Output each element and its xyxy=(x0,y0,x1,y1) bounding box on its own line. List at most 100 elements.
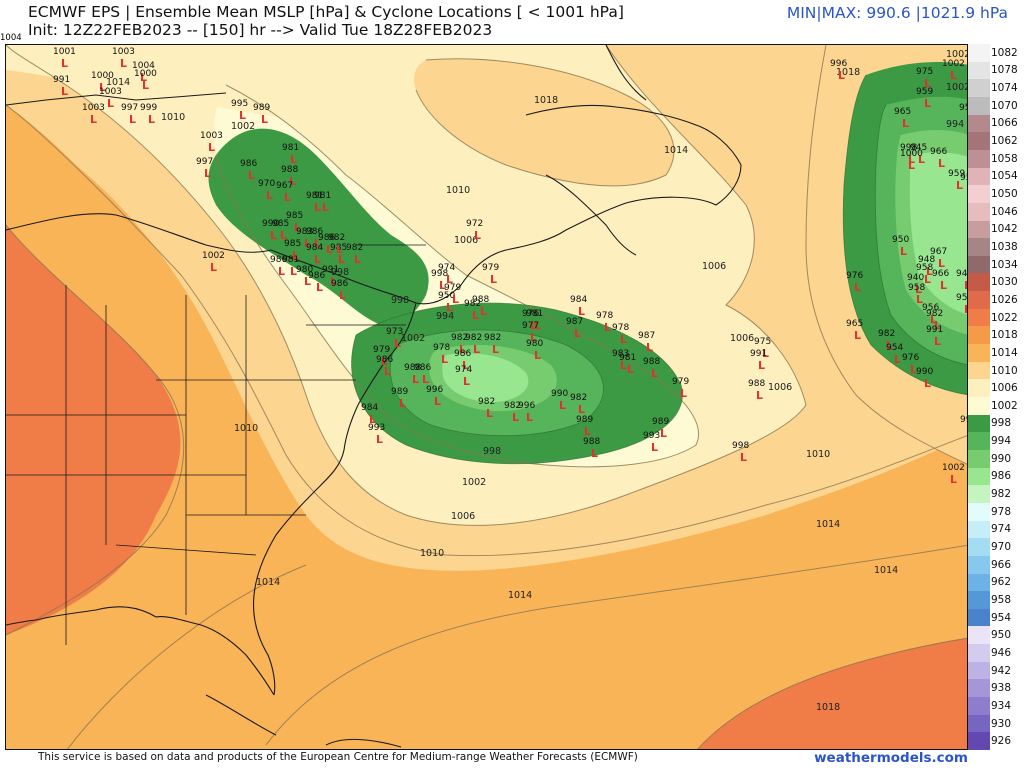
colorbar-tick-label: 982 xyxy=(991,488,1012,501)
contour-label: 1010 xyxy=(234,423,258,434)
low-l-icon: L xyxy=(140,71,147,84)
contour-label: 1006 xyxy=(768,382,792,393)
low-l-icon: L xyxy=(578,403,585,416)
low-l-icon: L xyxy=(294,221,301,234)
brand-logo-text[interactable]: weathermodels.com xyxy=(814,750,968,766)
low-l-icon: L xyxy=(316,281,323,294)
cyclone-pressure-label: 984 xyxy=(570,295,587,305)
low-l-icon: L xyxy=(210,261,217,274)
low-l-icon: L xyxy=(422,373,429,386)
low-l-icon: L xyxy=(756,389,763,402)
cyclone-pressure-label: 981 xyxy=(282,143,299,153)
low-l-icon: L xyxy=(399,397,406,410)
init-valid-line: Init: 12Z22FEB2023 -- [150] hr --> Valid… xyxy=(28,21,493,39)
low-l-icon: L xyxy=(266,189,273,202)
cyclone-marker: 994L xyxy=(960,415,967,425)
contour-label: 1010 xyxy=(161,112,185,123)
contour-label: 1002 xyxy=(946,49,968,60)
colorbar-swatch xyxy=(968,520,990,539)
cyclone-pressure-label: 966 xyxy=(932,269,949,279)
colorbar-tick-label: 966 xyxy=(991,558,1012,571)
cyclone-pressure-label: 991 xyxy=(53,75,70,85)
colorbar-tick-label: 1062 xyxy=(991,135,1018,148)
contour-label: 1014 xyxy=(256,577,280,588)
corner-value: 1004 xyxy=(0,33,22,43)
map-title: ECMWF EPS | Ensemble Mean MSLP [hPa] & C… xyxy=(28,3,624,21)
low-l-icon: L xyxy=(142,79,149,92)
cyclone-pressure-label: 970 xyxy=(258,179,275,189)
low-l-icon: L xyxy=(336,243,343,256)
colorbar-swatch xyxy=(968,291,990,310)
colorbar-swatch xyxy=(968,308,990,327)
cyclone-pressure-label: 998 xyxy=(431,269,448,279)
cyclone-pressure-label: 982 xyxy=(328,233,345,243)
low-l-icon: L xyxy=(604,321,611,334)
colorbar-swatch xyxy=(968,167,990,186)
low-l-icon: L xyxy=(930,313,937,326)
colorbar-tick-label: 950 xyxy=(991,629,1012,642)
low-l-icon: L xyxy=(289,175,296,188)
cyclone-pressure-label: 989 xyxy=(652,417,669,427)
contour-label: 1006 xyxy=(730,333,754,344)
low-l-icon: L xyxy=(758,359,765,372)
cyclone-pressure-label: 1000 xyxy=(900,149,923,159)
colorbar-tick-label: 1006 xyxy=(991,382,1018,395)
low-l-icon: L xyxy=(900,245,907,258)
low-l-icon: L xyxy=(446,301,453,314)
cyclone-pressure-label: 1002 xyxy=(942,463,965,473)
cyclone-pressure-label: 972 xyxy=(466,219,483,229)
colorbar-tick-label: 1070 xyxy=(991,99,1018,112)
cyclone-pressure-label: 996 xyxy=(426,385,443,395)
low-l-icon: L xyxy=(924,97,931,110)
contour-label: 998 xyxy=(483,446,501,457)
cyclone-pressure-label: 989 xyxy=(253,103,270,113)
cyclone-pressure-label: 956 xyxy=(922,303,939,313)
colorbar-swatch xyxy=(968,573,990,592)
cyclone-pressure-label: 976 xyxy=(902,353,919,363)
low-l-icon: L xyxy=(854,329,861,342)
colorbar-swatch xyxy=(968,485,990,504)
colorbar-swatch xyxy=(968,273,990,292)
low-l-icon: L xyxy=(474,229,481,242)
map-panel: 1018 1014 1010 1006 1002 998 994 1006 10… xyxy=(5,44,968,750)
cyclone-pressure-label: 983 xyxy=(296,227,313,237)
contour-label: 1010 xyxy=(446,185,470,196)
low-l-icon: L xyxy=(314,201,321,214)
low-l-icon: L xyxy=(394,337,401,350)
low-l-icon: L xyxy=(292,249,299,262)
cyclone-pressure-label: 987 xyxy=(566,317,583,327)
low-l-icon: L xyxy=(938,157,945,170)
colorbar-swatch xyxy=(968,132,990,151)
low-l-icon: L xyxy=(472,309,479,322)
colorbar-tick-label: 926 xyxy=(991,735,1012,748)
cyclone-pressure-label: 988 xyxy=(643,357,660,367)
low-l-icon: L xyxy=(940,279,947,292)
low-l-icon: L xyxy=(578,305,585,318)
low-l-icon: L xyxy=(284,191,291,204)
cyclone-pressure-label: 975 xyxy=(754,337,771,347)
colorbar-tick-label: 1030 xyxy=(991,276,1018,289)
colorbar-swatch xyxy=(968,591,990,610)
cyclone-pressure-label: 981 xyxy=(619,353,636,363)
